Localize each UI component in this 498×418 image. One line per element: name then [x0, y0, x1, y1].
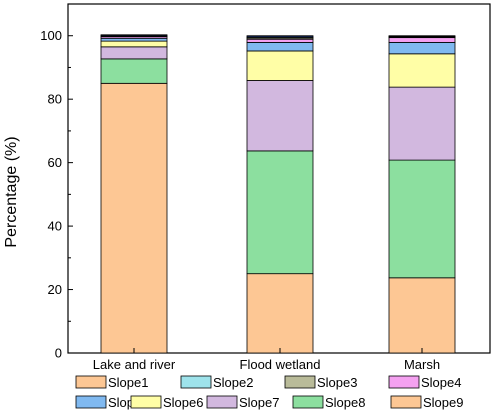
bar-segment-slope6-1 [100, 40, 168, 48]
legend-label: Slope1 [108, 375, 148, 390]
legend-swatch [284, 375, 316, 389]
bar-segment-slope8-3 [388, 159, 456, 279]
x-axis-ticks: Lake and river Flood wetland Marsh [93, 348, 440, 372]
legend-swatch [180, 375, 212, 389]
bar-segment-slope8-1 [100, 58, 168, 84]
legend-label: Slope6 [163, 395, 203, 410]
y-tick-label: 0 [55, 346, 62, 361]
bar-segment-slope8-2 [246, 150, 314, 275]
bar-segment-slope5-1 [100, 37, 168, 42]
legend-label: Slope9 [423, 395, 463, 410]
legend-item-slope9: Slope9 [390, 395, 463, 410]
legend-item-slope7: Slope7 [206, 395, 279, 410]
legend-label: Slope3 [317, 375, 357, 390]
bar-segment-slope1-3 [388, 35, 456, 37]
bar-segment-slope4-2 [246, 38, 314, 43]
bar-segment-slope7-1 [100, 46, 168, 60]
y-tick-label: 40 [48, 219, 62, 234]
bar-segment-slope7-2 [246, 80, 314, 152]
bar-segment-slope5-3 [388, 41, 456, 55]
y-tick-label: 60 [48, 155, 62, 170]
bar-segment-slope7-3 [388, 86, 456, 161]
legend-item-slope8: Slope8 [292, 395, 365, 410]
y-tick-label: 20 [48, 282, 62, 297]
legend-item-slope1: Slope1 [75, 375, 148, 390]
legend-swatch [75, 395, 107, 409]
bar-segment-slope6-3 [388, 53, 456, 88]
x-tick-label: Marsh [404, 357, 440, 372]
legend-label: Slope2 [213, 375, 253, 390]
bar-segment-slope5-2 [246, 41, 314, 52]
bar-segment-slope1-2 [246, 35, 314, 38]
legend-swatch [206, 395, 238, 409]
legend-swatch [130, 395, 162, 409]
bar-segment-slope1-1 [100, 34, 168, 37]
legend-item-slope3: Slope3 [284, 375, 357, 390]
x-tick-label: Lake and river [93, 357, 176, 372]
y-tick-label: 80 [48, 92, 62, 107]
bar-segment-slope9-3 [388, 277, 456, 354]
bar-segment-slope9-1 [100, 82, 168, 354]
legend-item-slope6: Slope6 [130, 395, 203, 410]
legend-swatch [75, 375, 107, 389]
legend-swatch [292, 395, 324, 409]
legend-swatch [390, 395, 422, 409]
bar-segment-slope4-3 [388, 37, 456, 43]
bars [100, 34, 456, 354]
x-tick-label: Flood wetland [240, 357, 321, 372]
bar-segment-slope6-2 [246, 50, 314, 81]
bar-segment-slope9-2 [246, 273, 314, 354]
legend-swatch [388, 375, 420, 389]
legend-item-slope4: Slope4 [388, 375, 461, 390]
y-axis-title: Percentage (%) [3, 136, 20, 247]
legend-label: Slope7 [239, 395, 279, 410]
legend-item-slope2: Slope2 [180, 375, 253, 390]
y-axis-ticks: 0 20 40 60 80 100 [40, 28, 73, 361]
legend-label: Slope4 [421, 375, 461, 390]
legend-label: Slope8 [325, 395, 365, 410]
y-tick-label: 100 [40, 28, 62, 43]
